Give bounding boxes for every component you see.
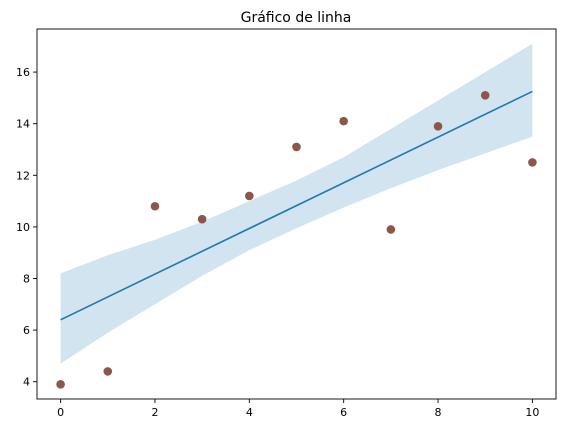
chart-title: Gráfico de linha <box>241 10 352 26</box>
data-point <box>245 191 254 201</box>
data-point <box>339 116 348 126</box>
axes: 0 2 4 6 8 10 4 6 8 10 12 14 16 <box>16 28 557 419</box>
x-tick-label: 4 <box>246 406 253 419</box>
fit-line <box>60 90 533 321</box>
x-tick-label: 6 <box>340 406 347 419</box>
confidence-band-layer <box>60 43 533 364</box>
y-tick-label: 4 <box>23 376 30 389</box>
y-tick-label: 16 <box>16 66 30 79</box>
plot-frame <box>36 28 557 400</box>
data-point <box>386 225 396 234</box>
data-point <box>150 201 160 211</box>
x-tick-label: 10 <box>525 406 539 419</box>
y-tick-label: 6 <box>23 324 30 337</box>
data-point <box>103 367 113 376</box>
confidence-band <box>60 43 533 364</box>
y-tick-label: 8 <box>23 273 30 286</box>
data-point <box>433 121 443 131</box>
x-tick-label: 2 <box>151 406 158 419</box>
data-point <box>56 379 65 389</box>
data-point <box>528 158 537 167</box>
points-layer <box>56 91 537 389</box>
x-tick-label: 0 <box>57 406 64 419</box>
y-tick-label: 10 <box>16 221 30 234</box>
fit-line-layer <box>60 90 533 321</box>
data-point <box>292 142 301 152</box>
y-tick-label: 14 <box>16 118 30 131</box>
x-tick-label: 8 <box>435 406 442 419</box>
data-point <box>480 91 490 100</box>
y-tick-label: 12 <box>16 169 30 182</box>
data-point <box>197 214 207 224</box>
